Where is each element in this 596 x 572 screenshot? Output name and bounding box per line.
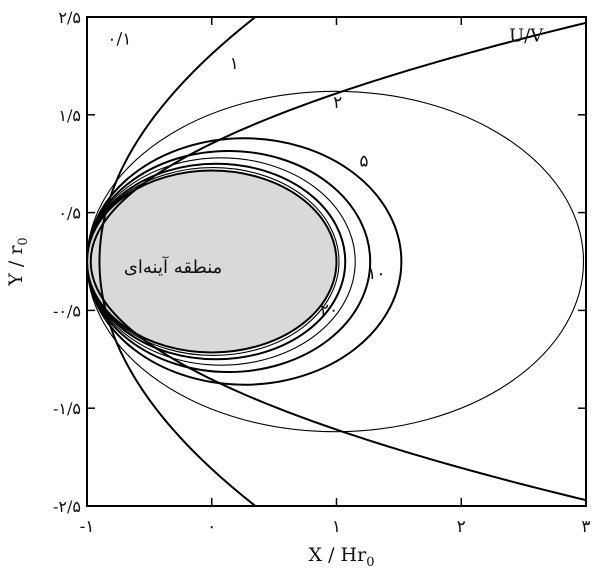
curve-label: ۱ xyxy=(230,54,239,74)
y-tick-label: -۱/۵ xyxy=(53,399,81,418)
curve-label: ۲۰ xyxy=(320,300,338,320)
curve-1 xyxy=(98,17,257,506)
curve-5 xyxy=(87,157,356,366)
curves-group xyxy=(87,17,586,506)
x-tick-label: ۰ xyxy=(207,517,216,537)
curve-6 xyxy=(87,162,347,361)
parameter-label: U/V xyxy=(509,25,544,46)
y-axis-title: Y / r0 xyxy=(5,237,31,286)
x-tick-label: ۱ xyxy=(332,517,341,537)
ticks-group xyxy=(86,16,587,507)
y-tick-label: ۰/۵ xyxy=(58,204,81,223)
curve-label: ۵ xyxy=(359,152,368,172)
x-tick-label: -۱ xyxy=(80,517,95,537)
x-tick-label: ۲ xyxy=(457,517,466,537)
y-tick-label: -۰/۵ xyxy=(53,301,81,320)
labels-group: -۱ ۰ ۱ ۲ ۳ ۲/۵ ۱/۵ ۰/۵ -۰/۵ -۱/۵ -۲/۵ ۰/۱ ۱ ۲ ۵ ۱۰ ۲۰ منط… xyxy=(5,8,591,570)
curve-label: ۰/۱ xyxy=(107,29,131,49)
y-tick-label: ۱/۵ xyxy=(58,106,81,125)
curve-2 xyxy=(87,90,584,433)
x-tick-label: ۳ xyxy=(581,517,590,537)
mirror-region-group xyxy=(87,169,338,354)
x-axis-title: X / Hr0 xyxy=(309,544,375,568)
curve-7 xyxy=(87,167,340,356)
curve-0 xyxy=(89,21,586,502)
region-label: منطقه آینه‌ای xyxy=(124,256,223,278)
y-tick-label: ۲/۵ xyxy=(58,8,81,27)
y-tick-label: -۲/۵ xyxy=(53,497,81,516)
curve-label: ۲ xyxy=(333,93,342,113)
curve-label: ۱۰ xyxy=(367,264,385,284)
curve-4 xyxy=(87,150,372,373)
curve-3 xyxy=(87,137,403,386)
mirror-region xyxy=(87,169,338,354)
